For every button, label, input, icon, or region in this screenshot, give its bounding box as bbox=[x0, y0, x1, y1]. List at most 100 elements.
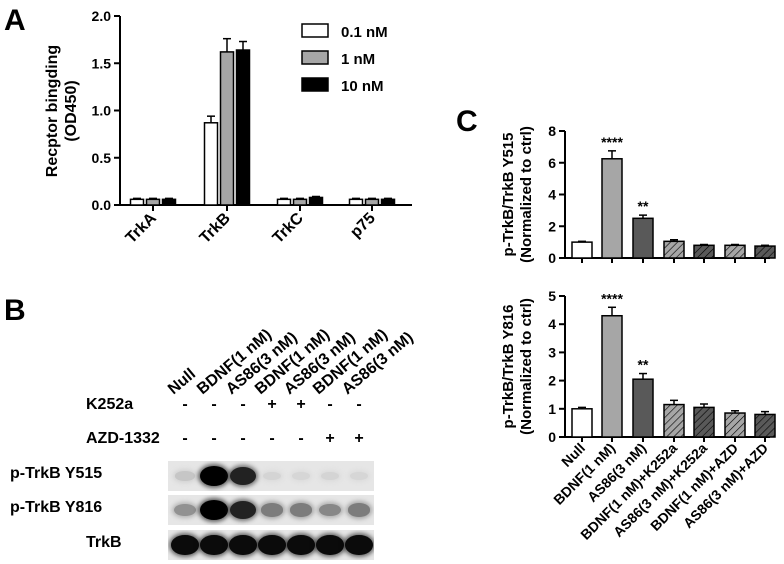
legend-entry: 0.1 nM bbox=[341, 24, 388, 41]
blot-band bbox=[200, 466, 228, 486]
x-tick-label: TrkC bbox=[270, 209, 307, 246]
treatment-sign: - bbox=[211, 396, 217, 413]
treatment-sign: - bbox=[240, 430, 246, 447]
treatment-sign: - bbox=[327, 396, 333, 413]
bar-hatch bbox=[725, 245, 745, 258]
legend-swatch bbox=[301, 23, 329, 38]
legend-swatch bbox=[301, 77, 329, 92]
bar bbox=[203, 122, 219, 206]
y-tick-label: 0 bbox=[548, 429, 556, 445]
bar-hatch bbox=[725, 413, 745, 437]
bar-hatch bbox=[664, 404, 684, 437]
treatment-sign: - bbox=[269, 430, 275, 447]
bar-hatch bbox=[694, 245, 714, 258]
y-tick-label: 1.5 bbox=[92, 55, 112, 71]
y-tick-label: 0.0 bbox=[92, 197, 112, 213]
bar bbox=[364, 198, 380, 206]
blot-band bbox=[229, 500, 257, 520]
bar bbox=[292, 198, 308, 206]
treatment-sign: - bbox=[298, 430, 304, 447]
blot-strip bbox=[168, 495, 374, 525]
treatment-label: AZD-1332 bbox=[86, 430, 160, 447]
significance-label: **** bbox=[601, 290, 623, 306]
bar bbox=[276, 198, 292, 206]
blot-band bbox=[258, 535, 286, 555]
y-tick-label: 3 bbox=[548, 344, 556, 360]
bar bbox=[235, 49, 251, 206]
blot-band bbox=[289, 503, 313, 517]
treatment-sign: + bbox=[267, 396, 277, 413]
blot-band bbox=[200, 500, 228, 520]
blot-band bbox=[229, 466, 257, 486]
treatment-sign: + bbox=[354, 430, 364, 447]
bar bbox=[129, 198, 145, 206]
y-tick-label: 4 bbox=[548, 187, 556, 203]
blot-band bbox=[260, 503, 284, 517]
chart-receptor-binding: 0.0 0.5 1.0 1.5 2.0 Recptor bingding (OD450) Tr… bbox=[44, 8, 412, 247]
significance-label: ** bbox=[638, 198, 649, 214]
blot-band bbox=[349, 471, 369, 481]
chart-trkb-y515: 0 2 4 6 8 p-TrkB/TrkB Y515(Normalized to ctrl… bbox=[500, 123, 776, 266]
blot-strip bbox=[168, 461, 374, 491]
y-axis-label-line: p-TrkB/TrkB Y515 bbox=[500, 133, 517, 257]
y-tick-label: 0.5 bbox=[92, 150, 112, 166]
y-tick-label: 8 bbox=[548, 123, 556, 139]
blot-strip bbox=[168, 530, 374, 560]
treatment-label: K252a bbox=[86, 396, 134, 413]
bar bbox=[308, 196, 324, 206]
legend-entry: 10 nM bbox=[341, 78, 384, 95]
treatment-sign: + bbox=[296, 396, 306, 413]
blot-band bbox=[175, 471, 195, 481]
blot-band bbox=[287, 535, 315, 555]
blot-band bbox=[345, 535, 373, 555]
y-axis-label-line: p-TrkB/TrkB Y816 bbox=[500, 305, 517, 429]
blot-band bbox=[291, 471, 311, 481]
blot-band bbox=[320, 471, 340, 481]
legend-swatch bbox=[301, 50, 329, 65]
bar bbox=[348, 198, 364, 206]
y-tick-label: 5 bbox=[548, 288, 556, 304]
significance-label: ** bbox=[638, 357, 649, 373]
bar bbox=[632, 217, 654, 259]
x-tick-label: TrkA bbox=[123, 209, 160, 246]
blot-band bbox=[200, 535, 228, 555]
x-tick-label: p75 bbox=[347, 210, 379, 242]
blot-row-label: p-TrkB Y816 bbox=[10, 499, 103, 516]
blot-band bbox=[262, 471, 282, 481]
bar bbox=[601, 158, 623, 259]
y-tick-label: 2.0 bbox=[92, 8, 112, 24]
y-tick-label: 1.0 bbox=[92, 103, 112, 119]
bar bbox=[161, 198, 177, 206]
blot-band bbox=[316, 535, 344, 555]
legend-entry: 1 nM bbox=[341, 51, 375, 68]
y-tick-label: 2 bbox=[548, 218, 556, 234]
bar-hatch bbox=[664, 241, 684, 258]
bar bbox=[219, 51, 235, 206]
blot-row-label: p-TrkB Y515 bbox=[10, 465, 103, 482]
bar bbox=[571, 408, 593, 438]
blot-row-label: TrkB bbox=[86, 534, 122, 551]
bar-hatch bbox=[755, 414, 775, 437]
bar bbox=[380, 198, 396, 206]
treatment-sign: - bbox=[182, 396, 188, 413]
significance-label: **** bbox=[601, 134, 623, 150]
panel-c-letter: C bbox=[456, 105, 478, 138]
blot-band bbox=[171, 535, 199, 555]
treatment-sign: + bbox=[325, 430, 335, 447]
y-axis-label-line: (Normalized to ctrl) bbox=[518, 298, 535, 435]
y-tick-label: 1 bbox=[548, 401, 556, 417]
y-axis-label: Recptor bingding (OD450) bbox=[44, 45, 80, 177]
blot-band bbox=[347, 503, 371, 517]
treatment-sign: - bbox=[356, 396, 362, 413]
bar bbox=[571, 241, 593, 259]
y-axis-label-line: (OD450) bbox=[63, 80, 80, 141]
treatment-sign: - bbox=[211, 430, 217, 447]
y-tick-label: 4 bbox=[548, 316, 556, 332]
panel-b-letter: B bbox=[4, 294, 26, 327]
panel-a-letter: A bbox=[4, 4, 26, 37]
bar bbox=[632, 378, 654, 438]
chart-trkb-y816: 0 1 2 3 4 5 p-TrkB/TrkB Y816(Normalized to ctr… bbox=[500, 288, 776, 543]
y-tick-label: 2 bbox=[548, 373, 556, 389]
treatment-sign: - bbox=[182, 430, 188, 447]
